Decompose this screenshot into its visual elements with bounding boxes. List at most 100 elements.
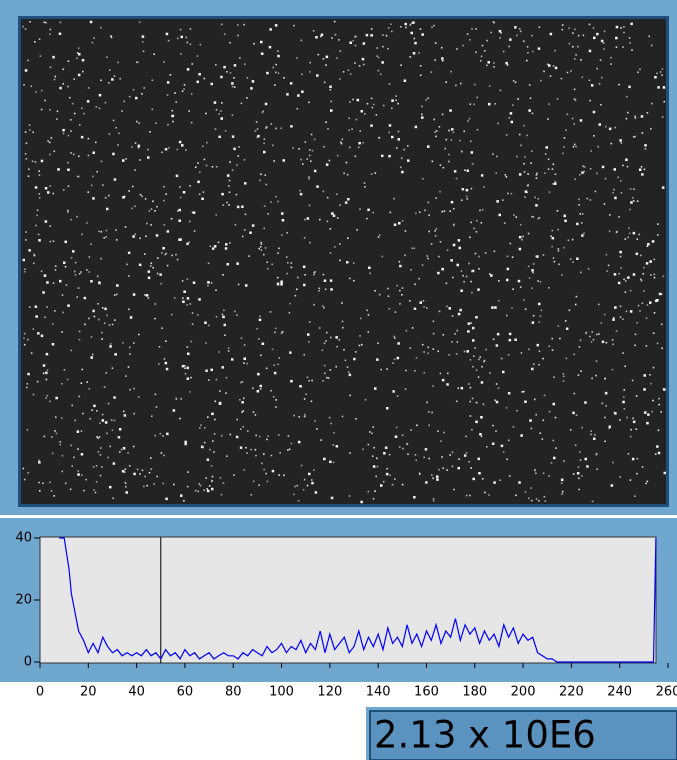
- star: [114, 353, 117, 356]
- star: [40, 334, 44, 338]
- star: [236, 205, 240, 209]
- star: [52, 55, 55, 59]
- star: [343, 349, 345, 351]
- star: [596, 333, 598, 336]
- star: [107, 402, 110, 405]
- star: [189, 185, 191, 187]
- star: [652, 366, 655, 369]
- star: [428, 411, 430, 413]
- star: [423, 351, 425, 353]
- star: [339, 259, 341, 262]
- star: [542, 419, 545, 422]
- star: [589, 99, 591, 102]
- star: [73, 270, 76, 273]
- star: [523, 299, 525, 301]
- star: [645, 317, 648, 319]
- star: [561, 274, 563, 276]
- star: [623, 389, 626, 391]
- star: [307, 333, 310, 336]
- star: [577, 45, 579, 48]
- star: [287, 449, 289, 451]
- star: [611, 368, 614, 371]
- star: [424, 209, 426, 212]
- star: [278, 247, 280, 250]
- star: [412, 21, 415, 24]
- star: [299, 189, 301, 192]
- star: [593, 36, 596, 40]
- star: [481, 44, 484, 47]
- star: [624, 291, 627, 293]
- star: [100, 79, 102, 82]
- star: [60, 417, 63, 419]
- star: [469, 39, 471, 41]
- star: [86, 381, 88, 383]
- star: [263, 138, 266, 140]
- star: [334, 33, 337, 36]
- star: [657, 86, 660, 89]
- star: [191, 63, 193, 65]
- star: [45, 378, 48, 381]
- star: [86, 100, 90, 103]
- star: [388, 124, 392, 127]
- star: [496, 155, 498, 158]
- star: [472, 365, 474, 368]
- star: [150, 468, 153, 470]
- star: [386, 368, 388, 370]
- star: [170, 217, 173, 220]
- star: [574, 58, 576, 60]
- star: [502, 370, 505, 374]
- star: [35, 91, 37, 93]
- star: [163, 358, 166, 360]
- star: [34, 305, 38, 308]
- star: [562, 380, 565, 382]
- star: [422, 178, 424, 180]
- star: [228, 185, 230, 187]
- star: [380, 484, 383, 487]
- star: [311, 379, 313, 382]
- star: [527, 232, 530, 235]
- star: [237, 24, 239, 26]
- star: [435, 135, 437, 138]
- star: [573, 123, 575, 125]
- star: [251, 224, 255, 227]
- star: [229, 242, 231, 244]
- star: [392, 362, 394, 364]
- star: [493, 62, 495, 64]
- star: [77, 473, 80, 476]
- star: [543, 70, 545, 73]
- star: [339, 50, 342, 52]
- star: [127, 452, 129, 454]
- star: [250, 494, 253, 496]
- star: [112, 152, 115, 156]
- star: [97, 437, 99, 439]
- star: [580, 271, 582, 274]
- star: [415, 212, 417, 215]
- star: [574, 303, 577, 306]
- star: [243, 344, 246, 346]
- star: [237, 34, 239, 37]
- star: [313, 169, 317, 173]
- star: [605, 341, 608, 344]
- star: [257, 372, 260, 376]
- star: [534, 468, 536, 471]
- x-tick-label: 80: [225, 685, 242, 700]
- star: [217, 241, 220, 244]
- star: [543, 394, 546, 397]
- star: [620, 27, 622, 29]
- star: [473, 103, 475, 106]
- star: [588, 23, 591, 26]
- x-tick-label: 240: [607, 685, 632, 700]
- star: [593, 135, 595, 137]
- star: [601, 165, 605, 169]
- star: [374, 490, 376, 492]
- star: [606, 270, 608, 272]
- star: [132, 89, 135, 91]
- star: [287, 435, 290, 437]
- star: [566, 113, 569, 116]
- star: [554, 180, 557, 183]
- star: [377, 236, 380, 238]
- star: [456, 263, 459, 267]
- star: [622, 352, 624, 354]
- star: [631, 457, 635, 461]
- star: [592, 338, 595, 341]
